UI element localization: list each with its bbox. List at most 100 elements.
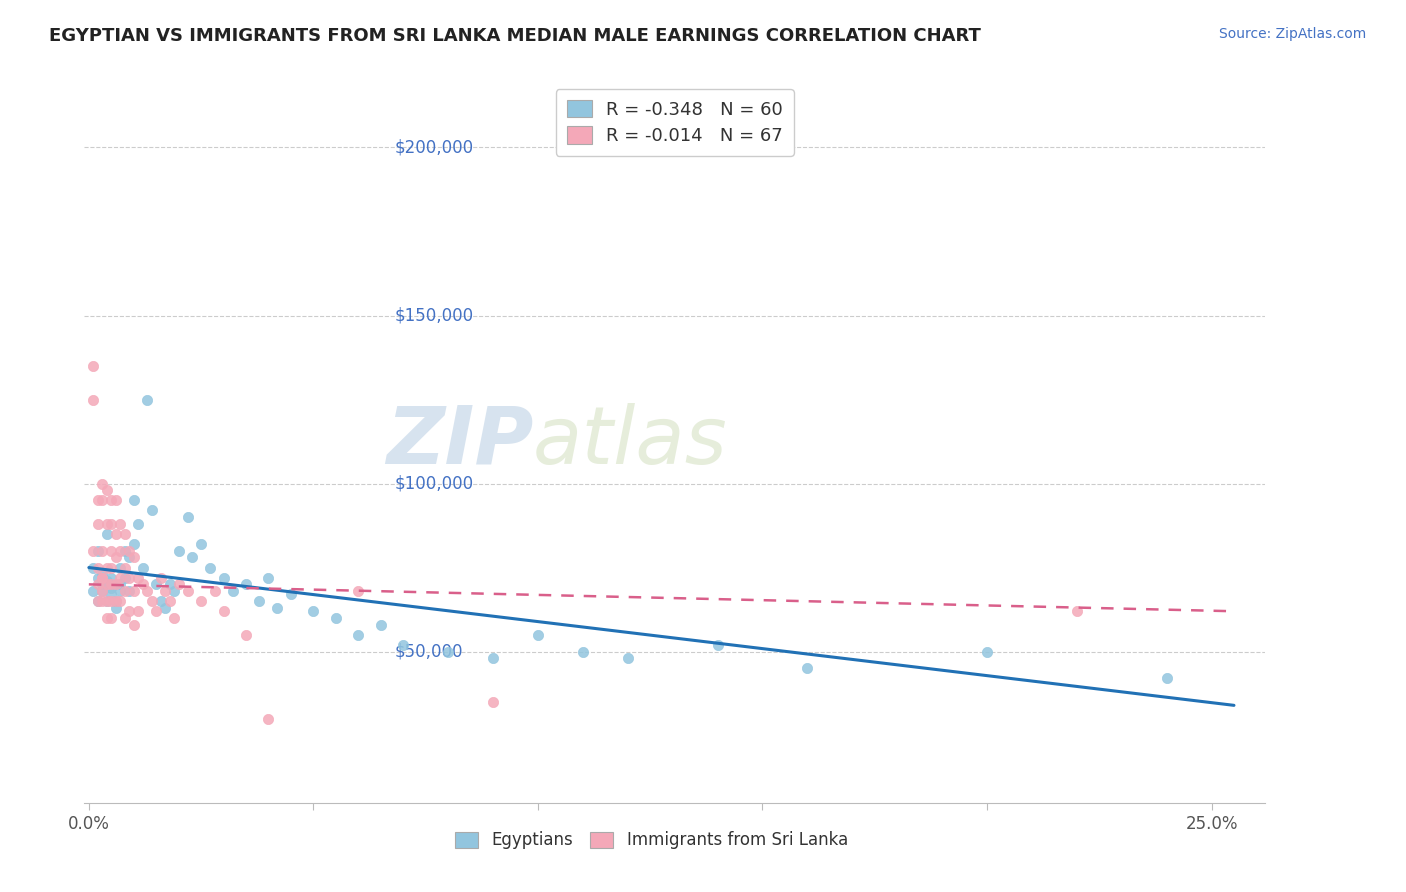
- Point: [104, 594, 127, 608]
- Point: [104, 550, 127, 565]
- Point: [87, 594, 110, 608]
- Point: [96, 611, 118, 625]
- Point: [100, 493, 122, 508]
- Point: [100, 560, 122, 574]
- Legend: Egyptians, Immigrants from Sri Lanka: Egyptians, Immigrants from Sri Lanka: [449, 824, 855, 856]
- Point: [266, 600, 288, 615]
- Point: [114, 543, 136, 558]
- Point: [91, 567, 114, 582]
- Point: [87, 571, 110, 585]
- Point: [127, 604, 149, 618]
- Point: [976, 644, 998, 658]
- Point: [437, 644, 460, 658]
- Point: [212, 571, 235, 585]
- Point: [100, 611, 122, 625]
- Point: [87, 493, 110, 508]
- Point: [91, 571, 114, 585]
- Point: [122, 537, 145, 551]
- Point: [96, 516, 118, 531]
- Point: [235, 628, 257, 642]
- Point: [96, 527, 118, 541]
- Point: [114, 560, 136, 574]
- Point: [100, 516, 122, 531]
- Point: [159, 594, 181, 608]
- Point: [91, 476, 114, 491]
- Point: [257, 712, 280, 726]
- Point: [122, 584, 145, 599]
- Point: [190, 537, 212, 551]
- Text: EGYPTIAN VS IMMIGRANTS FROM SRI LANKA MEDIAN MALE EARNINGS CORRELATION CHART: EGYPTIAN VS IMMIGRANTS FROM SRI LANKA ME…: [49, 27, 981, 45]
- Point: [82, 543, 104, 558]
- Point: [132, 577, 155, 591]
- Point: [796, 661, 818, 675]
- Text: $150,000: $150,000: [395, 307, 474, 325]
- Point: [145, 604, 167, 618]
- Point: [110, 516, 132, 531]
- Point: [100, 587, 122, 601]
- Point: [198, 560, 221, 574]
- Point: [114, 527, 136, 541]
- Point: [118, 584, 141, 599]
- Point: [257, 571, 280, 585]
- Point: [91, 584, 114, 599]
- Text: $200,000: $200,000: [395, 138, 474, 156]
- Point: [163, 584, 186, 599]
- Point: [96, 594, 118, 608]
- Point: [104, 594, 127, 608]
- Point: [122, 493, 145, 508]
- Point: [110, 584, 132, 599]
- Point: [104, 600, 127, 615]
- Point: [167, 543, 190, 558]
- Point: [82, 392, 104, 407]
- Point: [100, 594, 122, 608]
- Point: [118, 571, 141, 585]
- Point: [110, 543, 132, 558]
- Point: [136, 584, 159, 599]
- Point: [110, 560, 132, 574]
- Point: [96, 594, 118, 608]
- Point: [104, 577, 127, 591]
- Point: [91, 493, 114, 508]
- Point: [325, 611, 347, 625]
- Point: [163, 611, 186, 625]
- Point: [1156, 672, 1178, 686]
- Point: [82, 584, 104, 599]
- Point: [100, 543, 122, 558]
- Point: [91, 577, 114, 591]
- Point: [104, 527, 127, 541]
- Point: [87, 577, 110, 591]
- Text: ZIP: ZIP: [385, 402, 533, 481]
- Point: [96, 577, 118, 591]
- Point: [212, 604, 235, 618]
- Point: [82, 560, 104, 574]
- Point: [482, 695, 505, 709]
- Point: [100, 571, 122, 585]
- Point: [87, 543, 110, 558]
- Point: [132, 560, 155, 574]
- Point: [100, 581, 122, 595]
- Point: [114, 611, 136, 625]
- Point: [96, 483, 118, 498]
- Point: [91, 594, 114, 608]
- Point: [1066, 604, 1088, 618]
- Point: [136, 392, 159, 407]
- Point: [153, 600, 176, 615]
- Point: [181, 550, 204, 565]
- Point: [91, 584, 114, 599]
- Point: [122, 617, 145, 632]
- Text: $100,000: $100,000: [395, 475, 474, 492]
- Point: [167, 577, 190, 591]
- Point: [114, 584, 136, 599]
- Point: [114, 571, 136, 585]
- Point: [118, 543, 141, 558]
- Point: [110, 571, 132, 585]
- Point: [87, 560, 110, 574]
- Point: [127, 571, 149, 585]
- Point: [176, 510, 198, 524]
- Point: [96, 560, 118, 574]
- Point: [249, 594, 271, 608]
- Text: Source: ZipAtlas.com: Source: ZipAtlas.com: [1219, 27, 1367, 41]
- Point: [204, 584, 226, 599]
- Point: [122, 550, 145, 565]
- Point: [392, 638, 415, 652]
